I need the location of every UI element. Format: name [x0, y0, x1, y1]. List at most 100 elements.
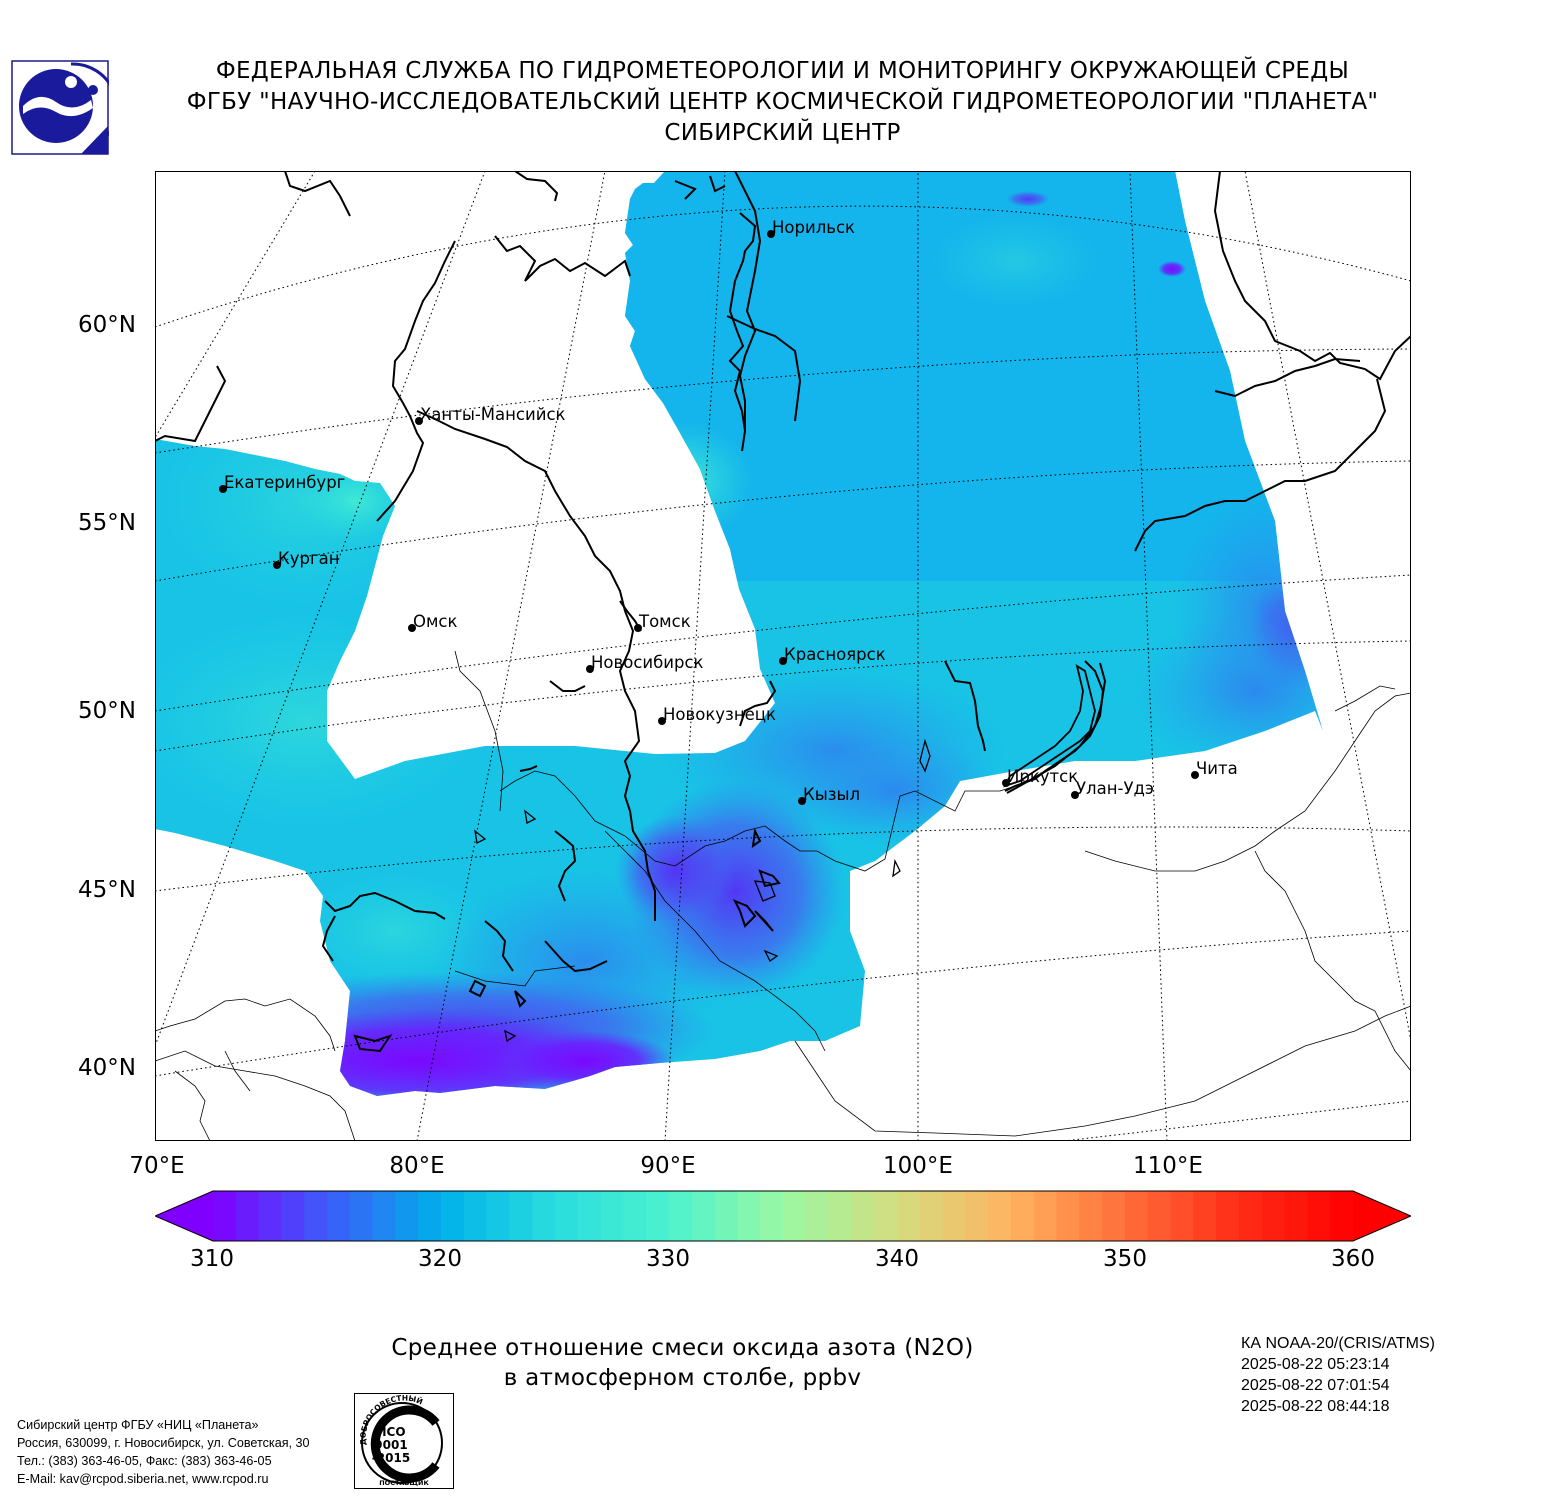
colorbar-cell — [1193, 1191, 1217, 1241]
colorbar-cell — [1125, 1191, 1149, 1241]
rivers-and-coastlines — [155, 171, 1411, 1053]
satellite-time-3: 2025-08-22 08:44:18 — [1241, 1398, 1390, 1415]
city-ulan-ude: Улан-Удэ — [1071, 779, 1154, 799]
city-label: Курган — [278, 549, 340, 568]
city-kurgan: Курган — [273, 549, 340, 569]
colorbar-cells — [155, 1191, 1411, 1241]
lon-label-80: 80°E — [389, 1153, 445, 1179]
iso-line-2: 9001 — [374, 1438, 407, 1452]
colorbar-cell — [783, 1191, 807, 1241]
city-label: Новокузнецк — [663, 705, 776, 724]
graticule-parallels — [155, 205, 1411, 1141]
colorbar-tick-320: 320 — [418, 1246, 462, 1272]
colorbar-cell — [281, 1191, 305, 1241]
colorbar — [155, 1190, 1411, 1242]
satellite-time-1: 2025-08-22 05:23:14 — [1241, 1356, 1390, 1373]
colorbar-cell — [327, 1191, 351, 1241]
roshydromet-logo-icon — [11, 60, 109, 155]
city-novokuznetsk: Новокузнецк — [658, 705, 776, 725]
colorbar-cell — [805, 1191, 830, 1241]
colorbar-cell — [1079, 1191, 1103, 1241]
city-marker — [408, 624, 416, 632]
city-marker — [779, 657, 787, 665]
colorbar-cell — [965, 1191, 989, 1241]
lat-label-40: 40°N — [78, 1055, 136, 1081]
footer-line-1: Сибирский центр ФГБУ «НИЦ «Планета» — [17, 1418, 259, 1432]
city-marker — [767, 230, 775, 238]
header-line-1: ФЕДЕРАЛЬНАЯ СЛУЖБА ПО ГИДРОМЕТЕОРОЛОГИИ … — [215, 58, 1350, 84]
colorbar-cell — [737, 1191, 761, 1241]
colorbar-cell — [258, 1191, 282, 1241]
header-line-3: СИБИРСКИЙ ЦЕНТР — [664, 120, 901, 146]
city-khanty-mansiysk: Ханты-Мансийск — [415, 405, 566, 425]
colorbar-cell — [760, 1191, 784, 1241]
colorbar-cell — [1216, 1191, 1240, 1241]
colorbar-cell — [372, 1191, 396, 1241]
colorbar-cell — [463, 1191, 488, 1241]
city-label: Красноярск — [784, 645, 886, 664]
colorbar-cell — [1147, 1191, 1172, 1241]
city-irkutsk: Иркутск — [1002, 767, 1079, 787]
header-line-2: ФГБУ "НАУЧНО-ИССЛЕДОВАТЕЛЬСКИЙ ЦЕНТР КОС… — [186, 89, 1379, 115]
lon-label-90: 90°E — [640, 1153, 696, 1179]
colorbar-cell — [555, 1191, 579, 1241]
colorbar-tick-330: 330 — [646, 1246, 690, 1272]
footer-line-3: Тел.: (383) 363-46-05, Факс: (383) 363-4… — [17, 1454, 272, 1468]
city-label: Ханты-Мансийск — [420, 405, 566, 424]
footer-line-2: Россия, 630099, г. Новосибирск, ул. Сове… — [17, 1436, 310, 1450]
city-kyzyl: Кызыл — [798, 785, 861, 805]
city-label: Омск — [413, 612, 458, 631]
city-marker — [658, 717, 666, 725]
colorbar-cell — [874, 1191, 898, 1241]
city-label: Иркутск — [1007, 767, 1079, 786]
colorbar-cell — [1284, 1191, 1308, 1241]
graticule-meridians — [155, 171, 1411, 1141]
colorbar-cell — [509, 1191, 533, 1241]
colorbar-extend-min — [155, 1191, 213, 1241]
city-marker — [798, 797, 806, 805]
colorbar-cell — [1102, 1191, 1126, 1241]
city-marker — [219, 485, 227, 493]
city-chita: Чита — [1191, 759, 1238, 779]
lat-label-45: 45°N — [78, 877, 136, 903]
city-label: Чита — [1196, 759, 1238, 778]
colorbar-tick-340: 340 — [875, 1246, 919, 1272]
city-marker — [1071, 791, 1079, 799]
colorbar-cell — [1011, 1191, 1035, 1241]
satellite-time-2: 2025-08-22 07:01:54 — [1241, 1377, 1390, 1394]
colorbar-cell — [1170, 1191, 1194, 1241]
colorbar-cell — [395, 1191, 419, 1241]
city-novosibirsk: Новосибирск — [586, 653, 704, 673]
country-borders — [155, 650, 1411, 1141]
city-marker — [415, 417, 423, 425]
map-caption: Среднее отношение смеси оксида азота (N2… — [380, 1333, 985, 1393]
colorbar-tick-310: 310 — [190, 1246, 234, 1272]
colorbar-cell — [532, 1191, 556, 1241]
colorbar-cell — [486, 1191, 510, 1241]
colorbar-cell — [1261, 1191, 1286, 1241]
lat-label-60: 60°N — [78, 312, 136, 338]
city-label: Улан-Удэ — [1076, 779, 1154, 798]
colorbar-cell — [1330, 1191, 1354, 1241]
colorbar-tick-360: 360 — [1331, 1246, 1375, 1272]
lakes — [474, 664, 1096, 1043]
lon-label-70: 70°E — [129, 1153, 185, 1179]
satellite-info: КА NOAA-20/(CRIS/ATMS) 2025-08-22 05:23:… — [1241, 1333, 1435, 1417]
n2o-data-field — [155, 171, 1323, 1096]
city-marker — [634, 624, 642, 632]
caption-line-2: в атмосферном столбе, ppbv — [503, 1365, 862, 1391]
satellite-name: КА NOAA-20/(CRIS/ATMS) — [1241, 1335, 1435, 1352]
colorbar-cell — [988, 1191, 1012, 1241]
map-canvas — [155, 171, 1411, 1141]
footer-contacts: Сибирский центр ФГБУ «НИЦ «Планета» Росс… — [17, 1416, 310, 1488]
city-label: Кызыл — [803, 785, 861, 804]
colorbar-tick-350: 350 — [1103, 1246, 1147, 1272]
iso-bottom-text: ПОСТАВЩИК — [379, 1479, 429, 1487]
city-marker — [586, 665, 594, 673]
city-norilsk: Норильск — [767, 218, 856, 238]
colorbar-cell — [213, 1191, 237, 1241]
colorbar-cell — [646, 1191, 670, 1241]
colorbar-cell — [623, 1191, 647, 1241]
city-yekaterinburg: Екатеринбург — [219, 473, 345, 493]
city-label: Норильск — [772, 218, 856, 237]
